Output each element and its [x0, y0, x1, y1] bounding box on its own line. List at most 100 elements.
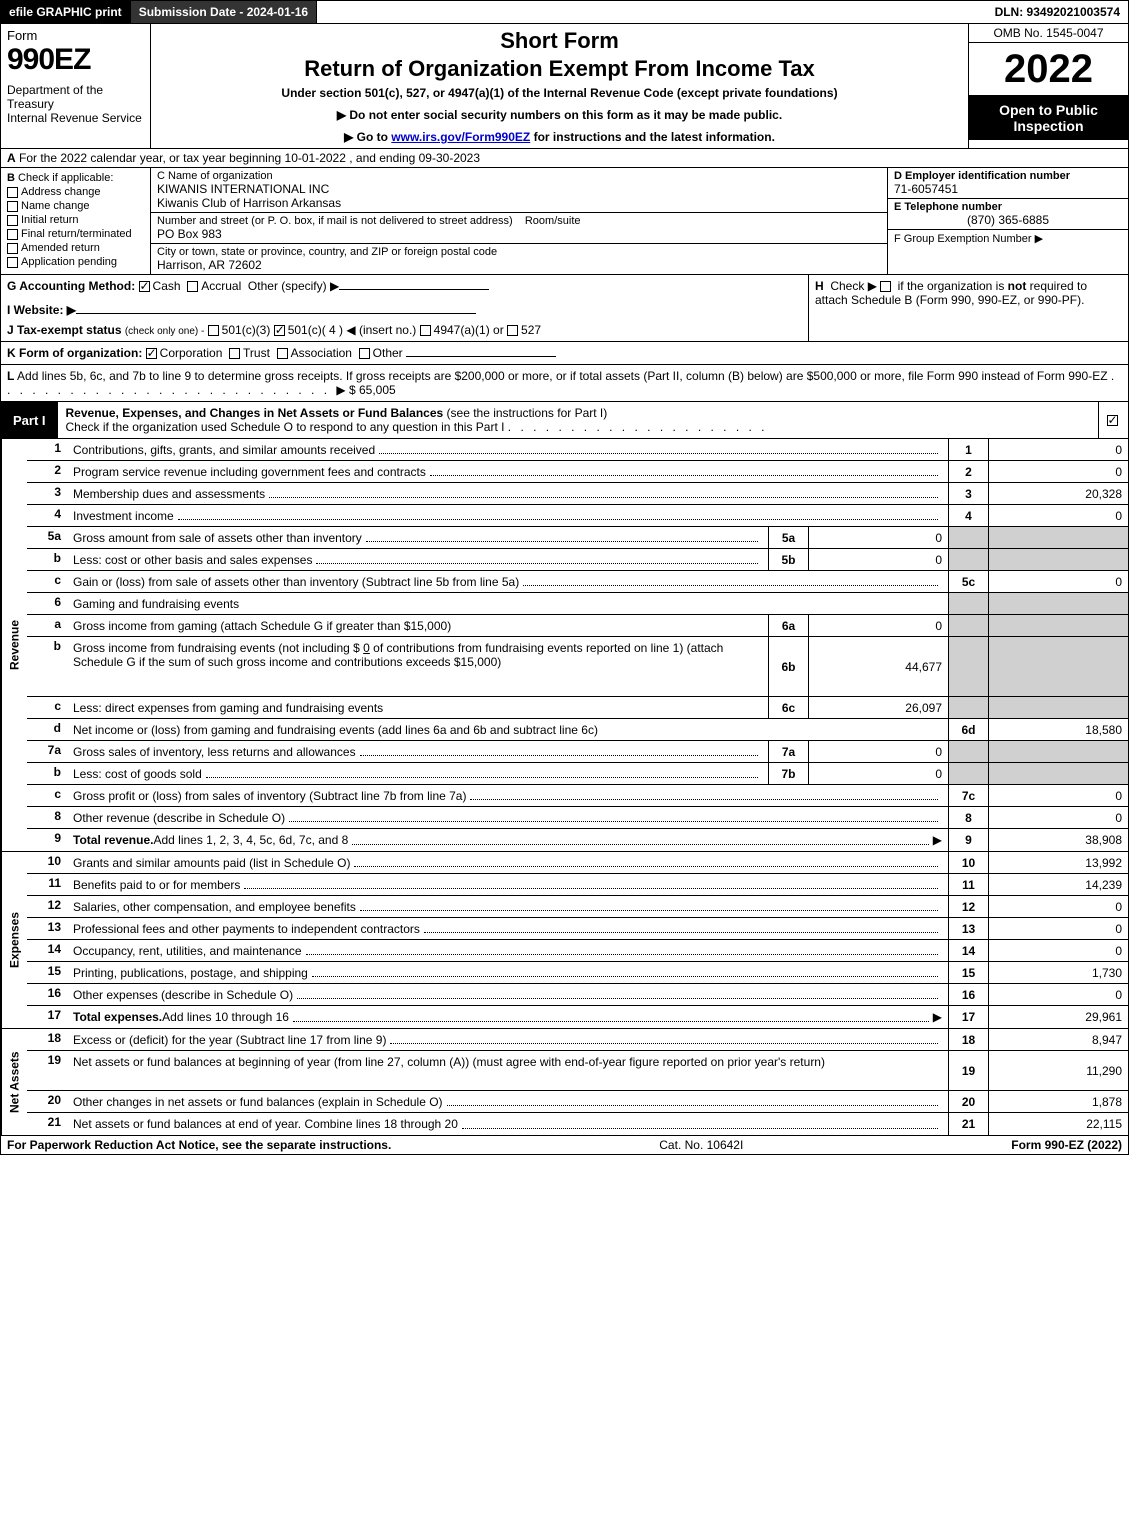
line-4-num: 4: [27, 505, 67, 526]
line-17-num: 17: [27, 1006, 67, 1028]
line-7a-rshade: [948, 741, 988, 762]
page-footer: For Paperwork Reduction Act Notice, see …: [0, 1136, 1129, 1155]
chk-application-pending[interactable]: [7, 257, 18, 268]
k-o4: Other: [373, 346, 403, 360]
line-5b-desc: Less: cost or other basis and sales expe…: [73, 553, 312, 567]
line-5b-rvshade: [988, 549, 1128, 570]
instructions-link-row: ▶ Go to www.irs.gov/Form990EZ for instru…: [159, 130, 960, 144]
line-12-rn: 12: [948, 896, 988, 917]
line-1-num: 1: [27, 439, 67, 460]
b-item-1: Name change: [21, 200, 90, 212]
c-addr-label: Number and street (or P. O. box, if mail…: [157, 215, 513, 227]
line-19: 19Net assets or fund balances at beginni…: [27, 1051, 1128, 1091]
line-5c-rn: 5c: [948, 571, 988, 592]
l-value: 65,005: [359, 383, 396, 397]
line-7b-desc: Less: cost of goods sold: [73, 767, 202, 781]
line-5a-sv: 0: [808, 527, 948, 548]
line-2: 2 Program service revenue including gove…: [27, 461, 1128, 483]
line-17-d2: Add lines 10 through 16: [162, 1010, 289, 1024]
chk-final-return[interactable]: [7, 229, 18, 240]
line-6-desc: Gaming and fundraising events: [73, 597, 239, 611]
line-6b-rvshade: [988, 637, 1128, 696]
line-8-rv: 0: [988, 807, 1128, 828]
line-4-desc: Investment income: [73, 509, 174, 523]
b-label: B: [7, 172, 15, 184]
line-9-rn: 9: [948, 829, 988, 851]
h-label: H: [815, 279, 824, 293]
chk-accrual[interactable]: [187, 281, 198, 292]
line-18-rn: 18: [948, 1029, 988, 1050]
line-5b-sn: 5b: [768, 549, 808, 570]
line-7c-desc: Gross profit or (loss) from sales of inv…: [73, 789, 466, 803]
omb-number: OMB No. 1545-0047: [969, 24, 1128, 43]
line-7c-rv: 0: [988, 785, 1128, 806]
ssn-warning: ▶ Do not enter social security numbers o…: [159, 108, 960, 122]
chk-name-change[interactable]: [7, 201, 18, 212]
chk-address-change[interactable]: [7, 187, 18, 198]
line-6: 6 Gaming and fundraising events: [27, 593, 1128, 615]
line-14-desc: Occupancy, rent, utilities, and maintena…: [73, 944, 302, 958]
a-text: For the 2022 calendar year, or tax year …: [19, 151, 480, 165]
identity-block: B Check if applicable: Address change Na…: [0, 168, 1129, 275]
efile-print-button[interactable]: efile GRAPHIC print: [1, 1, 131, 23]
line-7a-rvshade: [988, 741, 1128, 762]
line-6c-num: c: [27, 697, 67, 718]
line-21-num: 21: [27, 1113, 67, 1135]
line-5a-rvshade: [988, 527, 1128, 548]
line-15: 15Printing, publications, postage, and s…: [27, 962, 1128, 984]
line-18-rv: 8,947: [988, 1029, 1128, 1050]
line-19-num: 19: [27, 1051, 67, 1090]
chk-amended-return[interactable]: [7, 243, 18, 254]
line-6c-sn: 6c: [768, 697, 808, 718]
chk-part1-scho[interactable]: [1107, 415, 1118, 426]
expenses-section: Expenses 10Grants and similar amounts pa…: [0, 852, 1129, 1029]
line-6c: c Less: direct expenses from gaming and …: [27, 697, 1128, 719]
line-20-desc: Other changes in net assets or fund bala…: [73, 1095, 443, 1109]
net-assets-section: Net Assets 18Excess or (deficit) for the…: [0, 1029, 1129, 1136]
line-7c-num: c: [27, 785, 67, 806]
line-20: 20Other changes in net assets or fund ba…: [27, 1091, 1128, 1113]
row-k: K Form of organization: Corporation Trus…: [0, 342, 1129, 365]
line-12-desc: Salaries, other compensation, and employ…: [73, 900, 356, 914]
j-note: (check only one) -: [125, 326, 204, 337]
chk-501c3[interactable]: [208, 325, 219, 336]
line-7a-desc: Gross sales of inventory, less returns a…: [73, 745, 356, 759]
part1-title: Revenue, Expenses, and Changes in Net As…: [58, 402, 1098, 438]
c-room-label: Room/suite: [525, 215, 581, 227]
chk-other[interactable]: [359, 348, 370, 359]
l-arrow: ▶ $: [336, 383, 355, 397]
line-14-rn: 14: [948, 940, 988, 961]
g-cash: Cash: [153, 279, 181, 293]
line-6d-num: d: [27, 719, 67, 740]
header-center: Short Form Return of Organization Exempt…: [151, 24, 968, 148]
h-not: not: [1008, 279, 1027, 293]
line-6d-desc: Net income or (loss) from gaming and fun…: [73, 723, 598, 737]
line-5b-num: b: [27, 549, 67, 570]
tax-year: 2022: [969, 43, 1128, 95]
part1-sub: Check if the organization used Schedule …: [66, 420, 505, 434]
chk-initial-return[interactable]: [7, 215, 18, 226]
line-1-rv: 0: [988, 439, 1128, 460]
line-11-rv: 14,239: [988, 874, 1128, 895]
line-6b-num: b: [27, 637, 67, 696]
part1-title-rest: (see the instructions for Part I): [443, 406, 607, 420]
chk-501c[interactable]: [274, 325, 285, 336]
line-11-rn: 11: [948, 874, 988, 895]
line-6a-rvshade: [988, 615, 1128, 636]
line-7b-sn: 7b: [768, 763, 808, 784]
chk-schedule-b[interactable]: [880, 281, 891, 292]
line-10-rn: 10: [948, 852, 988, 873]
line-9-rv: 38,908: [988, 829, 1128, 851]
line-15-rn: 15: [948, 962, 988, 983]
top-bar: efile GRAPHIC print Submission Date - 20…: [0, 0, 1129, 24]
chk-527[interactable]: [507, 325, 518, 336]
chk-trust[interactable]: [229, 348, 240, 359]
chk-association[interactable]: [277, 348, 288, 359]
irs-link[interactable]: www.irs.gov/Form990EZ: [391, 130, 530, 144]
line-6b-sv: 44,677: [808, 637, 948, 696]
line-15-num: 15: [27, 962, 67, 983]
chk-corporation[interactable]: [146, 348, 157, 359]
chk-cash[interactable]: [139, 281, 150, 292]
line-1-desc: Contributions, gifts, grants, and simila…: [73, 443, 375, 457]
chk-4947[interactable]: [420, 325, 431, 336]
